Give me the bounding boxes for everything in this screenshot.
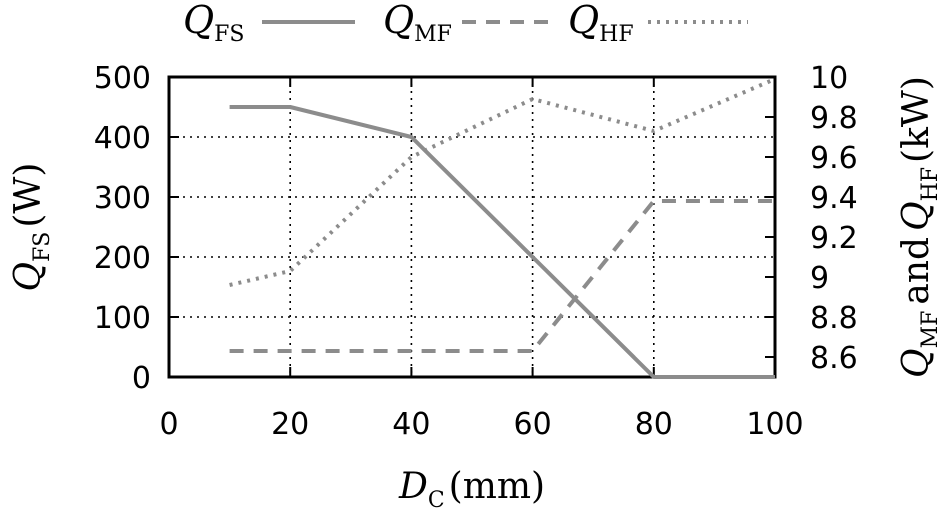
y-left-tick-label: 100 bbox=[94, 301, 151, 336]
legend-label-qfs: QFS bbox=[183, 0, 245, 47]
legend-entry-qmf: QMF bbox=[383, 0, 555, 47]
y-right-tick-label: 9.8 bbox=[810, 101, 858, 136]
y-right-tick-label: 8.8 bbox=[810, 301, 858, 336]
x-tick-label: 20 bbox=[271, 407, 309, 442]
series-lines bbox=[229, 77, 776, 379]
plot-frame bbox=[167, 75, 777, 379]
y-left-tick-label: 400 bbox=[94, 121, 151, 156]
y-left-tick-label: 200 bbox=[94, 241, 151, 276]
y-left-tick-label: 0 bbox=[132, 361, 151, 396]
y-left-axis-ticks: 0 100 200 300 400 500 bbox=[94, 61, 179, 396]
y-right-tick-label: 9.2 bbox=[810, 221, 858, 256]
x-tick-label: 80 bbox=[635, 407, 673, 442]
series-line-qfs bbox=[229, 105, 775, 379]
x-tick-label: 40 bbox=[392, 407, 430, 442]
legend-entry-qfs: QFS bbox=[183, 0, 355, 47]
x-tick-label: 60 bbox=[514, 407, 552, 442]
y-left-tick-label: 300 bbox=[94, 181, 151, 216]
y-left-tick-label: 500 bbox=[94, 61, 151, 96]
x-axis-label: DC (mm) bbox=[398, 466, 545, 511]
series-line-qhf bbox=[229, 77, 776, 287]
y-right-tick-label: 10 bbox=[810, 61, 848, 96]
y-right-tick-label: 8.6 bbox=[810, 341, 858, 376]
y-left-axis-label: QFS(W) bbox=[8, 163, 55, 292]
y-right-tick-label: 9.6 bbox=[810, 141, 858, 176]
series-line-qmf bbox=[229, 199, 775, 353]
y-right-tick-label: 9 bbox=[810, 261, 829, 296]
y-right-tick-label: 9.4 bbox=[810, 181, 858, 216]
legend-entry-qhf: QHF bbox=[568, 0, 748, 47]
y-right-axis-label: QMFandQHF(kW) bbox=[896, 76, 943, 378]
legend-label-qhf: QHF bbox=[568, 0, 634, 47]
x-tick-label: 0 bbox=[159, 407, 178, 442]
y-right-axis-ticks: 8.6 8.8 9 9.2 9.4 9.6 9.8 10 bbox=[765, 61, 858, 376]
legend-label-qmf: QMF bbox=[383, 0, 452, 47]
grid-lines bbox=[169, 77, 775, 377]
x-tick-label: 100 bbox=[746, 407, 803, 442]
x-axis-ticks: 0 20 40 60 80 100 bbox=[159, 77, 804, 442]
legend: QFS QMF QHF bbox=[183, 0, 748, 47]
